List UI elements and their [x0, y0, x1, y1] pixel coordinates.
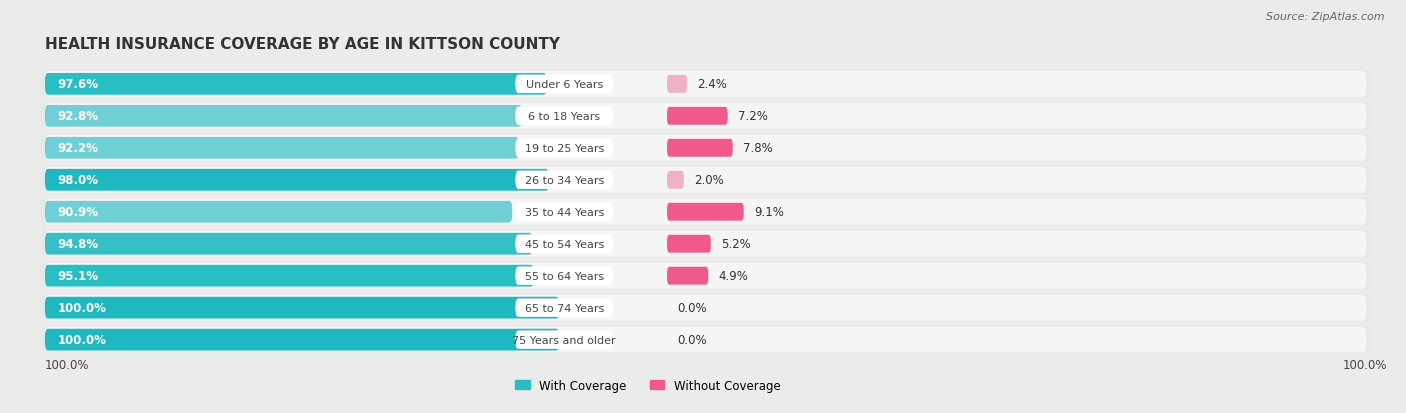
FancyBboxPatch shape	[39, 199, 1371, 225]
Text: 98.0%: 98.0%	[58, 174, 98, 187]
Text: 45 to 54 Years: 45 to 54 Years	[524, 239, 603, 249]
Text: 35 to 44 Years: 35 to 44 Years	[524, 207, 603, 217]
Text: 7.8%: 7.8%	[742, 142, 773, 155]
Text: 100.0%: 100.0%	[45, 358, 90, 371]
Text: 26 to 34 Years: 26 to 34 Years	[524, 176, 603, 185]
Text: 100.0%: 100.0%	[1343, 358, 1386, 371]
Text: HEALTH INSURANCE COVERAGE BY AGE IN KITTSON COUNTY: HEALTH INSURANCE COVERAGE BY AGE IN KITT…	[45, 37, 560, 52]
Text: 6 to 18 Years: 6 to 18 Years	[529, 112, 600, 121]
FancyBboxPatch shape	[45, 297, 560, 319]
Text: 65 to 74 Years: 65 to 74 Years	[524, 303, 603, 313]
Text: 100.0%: 100.0%	[58, 333, 105, 346]
FancyBboxPatch shape	[39, 135, 1371, 162]
Text: 100.0%: 100.0%	[58, 301, 105, 314]
Text: 2.0%: 2.0%	[695, 174, 724, 187]
FancyBboxPatch shape	[39, 231, 1371, 258]
FancyBboxPatch shape	[45, 265, 534, 287]
Legend: With Coverage, Without Coverage: With Coverage, Without Coverage	[516, 379, 780, 392]
Text: 92.8%: 92.8%	[58, 110, 98, 123]
FancyBboxPatch shape	[45, 74, 547, 95]
Text: 4.9%: 4.9%	[718, 270, 748, 282]
FancyBboxPatch shape	[39, 326, 1371, 353]
Text: 2.4%: 2.4%	[697, 78, 727, 91]
FancyBboxPatch shape	[516, 139, 613, 158]
Text: 5.2%: 5.2%	[721, 237, 751, 251]
Text: 90.9%: 90.9%	[58, 206, 98, 219]
FancyBboxPatch shape	[45, 295, 1367, 320]
FancyBboxPatch shape	[39, 103, 1371, 130]
Text: 9.1%: 9.1%	[754, 206, 785, 219]
FancyBboxPatch shape	[516, 267, 613, 285]
FancyBboxPatch shape	[45, 138, 519, 159]
FancyBboxPatch shape	[666, 235, 711, 253]
FancyBboxPatch shape	[45, 72, 1367, 97]
Text: 92.2%: 92.2%	[58, 142, 98, 155]
FancyBboxPatch shape	[45, 136, 1367, 161]
FancyBboxPatch shape	[45, 329, 560, 351]
FancyBboxPatch shape	[39, 167, 1371, 194]
Text: 0.0%: 0.0%	[678, 301, 707, 314]
FancyBboxPatch shape	[516, 330, 613, 349]
FancyBboxPatch shape	[516, 107, 613, 126]
Text: 55 to 64 Years: 55 to 64 Years	[524, 271, 603, 281]
FancyBboxPatch shape	[39, 263, 1371, 290]
Text: 0.0%: 0.0%	[678, 333, 707, 346]
FancyBboxPatch shape	[516, 171, 613, 190]
FancyBboxPatch shape	[666, 76, 688, 94]
FancyBboxPatch shape	[45, 199, 1367, 225]
FancyBboxPatch shape	[666, 171, 683, 189]
FancyBboxPatch shape	[45, 327, 1367, 353]
FancyBboxPatch shape	[666, 203, 744, 221]
Text: 95.1%: 95.1%	[58, 270, 98, 282]
FancyBboxPatch shape	[45, 106, 522, 127]
FancyBboxPatch shape	[666, 140, 733, 157]
FancyBboxPatch shape	[666, 267, 709, 285]
FancyBboxPatch shape	[39, 71, 1371, 98]
Text: Under 6 Years: Under 6 Years	[526, 80, 603, 90]
Text: 7.2%: 7.2%	[738, 110, 768, 123]
Text: 19 to 25 Years: 19 to 25 Years	[524, 143, 603, 153]
FancyBboxPatch shape	[45, 231, 1367, 257]
FancyBboxPatch shape	[45, 104, 1367, 129]
FancyBboxPatch shape	[516, 235, 613, 253]
FancyBboxPatch shape	[516, 299, 613, 317]
FancyBboxPatch shape	[45, 233, 533, 255]
Text: Source: ZipAtlas.com: Source: ZipAtlas.com	[1267, 12, 1385, 22]
Text: 97.6%: 97.6%	[58, 78, 98, 91]
FancyBboxPatch shape	[45, 168, 1367, 193]
FancyBboxPatch shape	[666, 108, 728, 126]
FancyBboxPatch shape	[39, 294, 1371, 321]
FancyBboxPatch shape	[45, 202, 512, 223]
FancyBboxPatch shape	[516, 76, 613, 94]
FancyBboxPatch shape	[516, 203, 613, 221]
Text: 94.8%: 94.8%	[58, 237, 98, 251]
FancyBboxPatch shape	[45, 263, 1367, 289]
Text: 75 Years and older: 75 Years and older	[512, 335, 616, 345]
FancyBboxPatch shape	[45, 169, 548, 191]
